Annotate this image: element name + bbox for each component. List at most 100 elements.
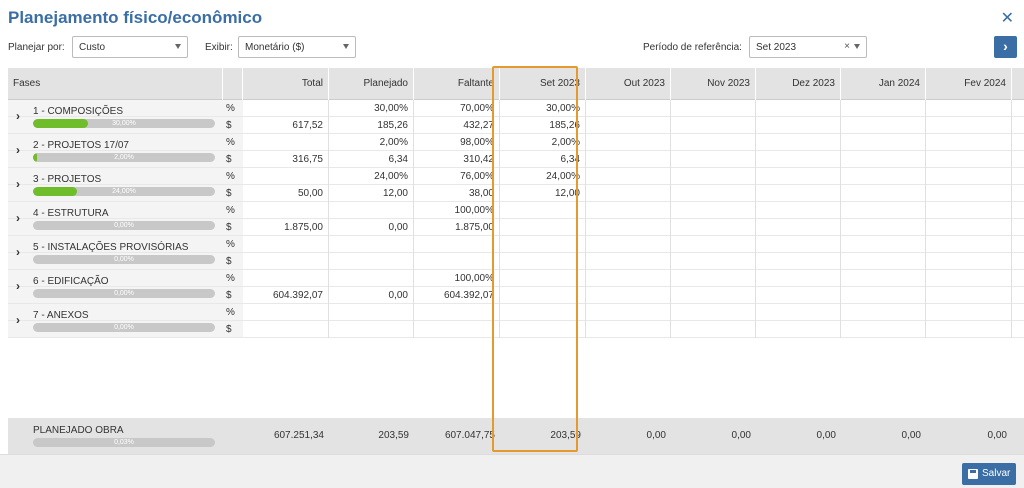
save-label: Salvar [982, 468, 1011, 479]
cell-set[interactable] [500, 304, 586, 321]
cell-total [243, 202, 329, 219]
filter-bar: Planejar por: Custo Exibir: Monetário ($… [0, 36, 1024, 60]
cell-set[interactable] [500, 219, 586, 236]
save-button[interactable]: Salvar [962, 463, 1016, 485]
cell-set[interactable] [500, 321, 586, 338]
phase-item: › 6 - EDIFICAÇÃO 0,00% [8, 270, 223, 304]
cell-total [243, 321, 329, 338]
cell-total [243, 100, 329, 117]
cell-total: 50,00 [243, 185, 329, 202]
phase-progress-label: 24,00% [112, 188, 136, 195]
cell-fev [926, 321, 1012, 338]
planejar-label: Planejar por: [8, 42, 65, 53]
cell-faltante: 432,27 [414, 117, 500, 134]
chevron-right-icon[interactable]: › [16, 177, 20, 191]
col-total: Total [243, 68, 329, 100]
cell-dez [756, 202, 841, 219]
exibir-select[interactable]: Monetário ($) [238, 36, 356, 58]
planejar-select[interactable]: Custo [72, 36, 188, 58]
cell-nov [671, 287, 756, 304]
cell-faltante: 310,42 [414, 151, 500, 168]
footer-phase: PLANEJADO OBRA 0,03% [8, 419, 223, 453]
phase-bg [8, 236, 223, 270]
cell-set[interactable]: 24,00% [500, 168, 586, 185]
periodo-select[interactable]: Set 2023 × [749, 36, 867, 58]
cell-out [586, 321, 671, 338]
cell-set[interactable]: 30,00% [500, 100, 586, 117]
table-row: % 30,00% 70,00% 30,00% [8, 100, 1024, 117]
chevron-right-icon[interactable]: › [16, 109, 20, 123]
cell-out [586, 168, 671, 185]
phase-name: 6 - EDIFICAÇÃO [33, 276, 109, 287]
cell-nov [671, 100, 756, 117]
cell-planejado: 185,26 [329, 117, 414, 134]
save-icon [968, 469, 978, 479]
cell-faltante [414, 321, 500, 338]
clear-icon[interactable]: × [844, 41, 850, 52]
cell-total [243, 270, 329, 287]
chevron-right-icon[interactable]: › [16, 245, 20, 259]
chevron-right-icon[interactable]: › [16, 313, 20, 327]
next-period-button[interactable]: › [994, 36, 1017, 58]
col-nov-2023: Nov 2023 [671, 68, 756, 100]
phase-progress-bar: 30,00% [33, 119, 215, 128]
cell-nov [671, 253, 756, 270]
phase-item: › 2 - PROJETOS 17/07 2,00% [8, 134, 223, 168]
unit-label: $ [226, 120, 232, 131]
exibir-value: Monetário ($) [245, 42, 305, 53]
cell-set[interactable]: 6,34 [500, 151, 586, 168]
cell-set[interactable] [500, 287, 586, 304]
cell-jan [841, 219, 926, 236]
cell-faltante [414, 304, 500, 321]
chevron-right-icon[interactable]: › [16, 279, 20, 293]
unit-label: $ [226, 222, 232, 233]
cell-set[interactable] [500, 270, 586, 287]
phase-bg [8, 304, 223, 338]
cell-total: 316,75 [243, 151, 329, 168]
cell-dez [756, 219, 841, 236]
cell-set[interactable] [500, 202, 586, 219]
phase-progress-label: 0,00% [114, 222, 134, 229]
cell-planejado [329, 202, 414, 219]
cell-fev [926, 253, 1012, 270]
col-faltante: Faltante [414, 68, 500, 100]
unit-bg [223, 168, 243, 202]
phase-name: 1 - COMPOSIÇÕES [33, 106, 124, 117]
cell-out [586, 151, 671, 168]
unit-bg [223, 202, 243, 236]
cell-fev [926, 287, 1012, 304]
phase-progress-label: 2,00% [114, 154, 134, 161]
phase-progress-bar: 24,00% [33, 187, 215, 196]
cell-dez [756, 270, 841, 287]
footer-nov: 0,00 [731, 430, 751, 441]
footer-label: PLANEJADO OBRA [33, 425, 124, 436]
cell-dez [756, 185, 841, 202]
cell-set[interactable] [500, 236, 586, 253]
close-icon[interactable]: ✕ [1000, 10, 1014, 27]
cell-out [586, 100, 671, 117]
chevron-down-icon [854, 44, 860, 49]
cell-dez [756, 151, 841, 168]
phase-name: 4 - ESTRUTURA [33, 208, 109, 219]
col-jan-2024: Jan 2024 [841, 68, 926, 100]
phase-name: 5 - INSTALAÇÕES PROVISÓRIAS [33, 242, 189, 253]
chevron-down-icon [343, 44, 349, 49]
cell-out [586, 185, 671, 202]
cell-total: 604.392,07 [243, 287, 329, 304]
cell-planejado: 30,00% [329, 100, 414, 117]
periodo-label: Período de referência: [643, 42, 742, 53]
cell-set[interactable] [500, 253, 586, 270]
cell-set[interactable]: 2,00% [500, 134, 586, 151]
chevron-right-icon[interactable]: › [16, 143, 20, 157]
cell-set[interactable]: 12,00 [500, 185, 586, 202]
cell-jan [841, 287, 926, 304]
unit-label: $ [226, 154, 232, 165]
cell-jan [841, 117, 926, 134]
phase-progress-bar: 0,00% [33, 289, 215, 298]
table-row: % 2,00% 98,00% 2,00% [8, 134, 1024, 151]
cell-total: 1.875,00 [243, 219, 329, 236]
phase-name: 2 - PROJETOS 17/07 [33, 140, 129, 151]
footer-out: 0,00 [646, 430, 666, 441]
chevron-right-icon[interactable]: › [16, 211, 20, 225]
cell-set[interactable]: 185,26 [500, 117, 586, 134]
